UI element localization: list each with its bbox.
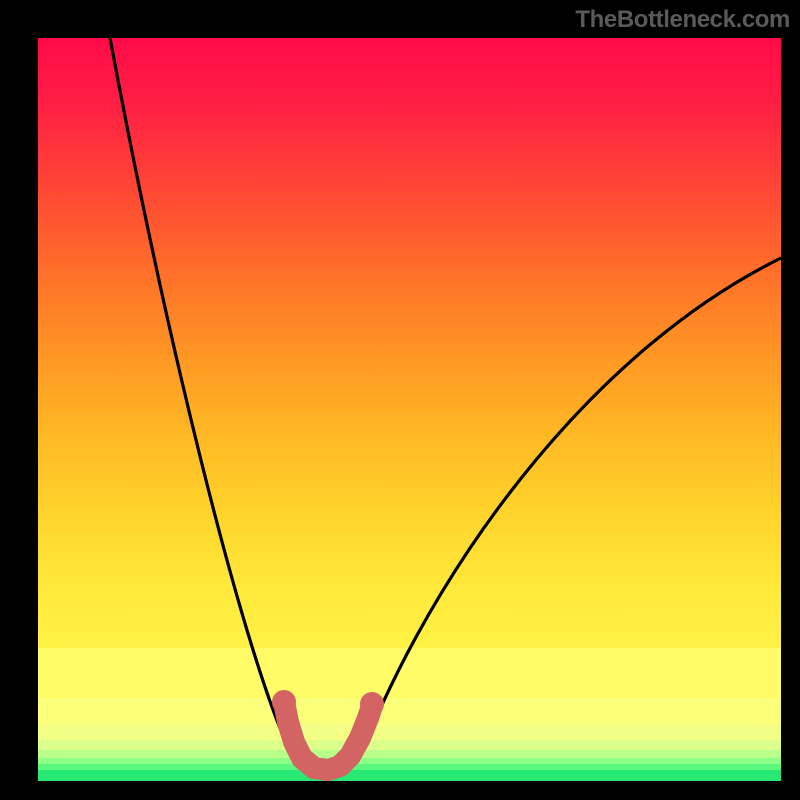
highlight-dot-1 [360,692,384,716]
bottleneck-curve [110,38,781,777]
watermark-text: TheBottleneck.com [575,6,790,34]
chart-canvas: TheBottleneck.com [0,0,800,800]
highlight-dot-0 [272,690,296,714]
curve-layer [38,38,781,781]
plot-area [38,38,781,781]
highlight-segment [284,702,372,770]
